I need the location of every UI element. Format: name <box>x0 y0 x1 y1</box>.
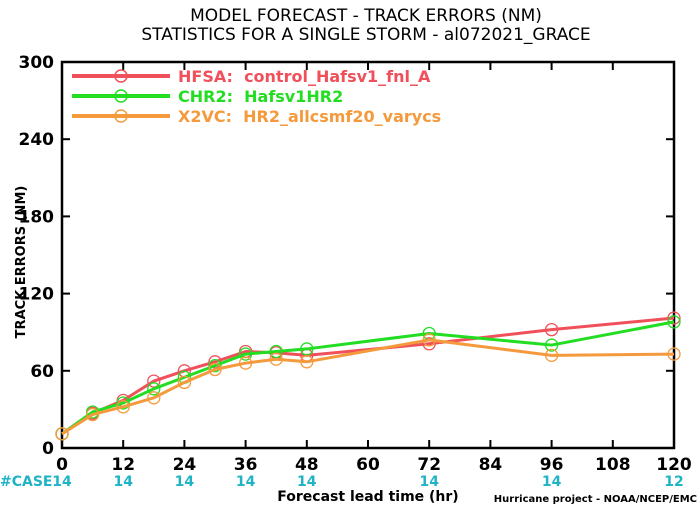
case-count: 14 <box>175 474 195 490</box>
series-2 <box>55 315 681 441</box>
data-point <box>544 338 559 352</box>
data-point <box>300 355 314 369</box>
data-point <box>667 347 681 361</box>
data-point <box>208 362 222 377</box>
credit-text: Hurricane project - NOAA/NCEP/EMC <box>494 494 697 505</box>
data-point <box>422 337 436 351</box>
data-point <box>177 375 192 390</box>
series-3 <box>55 333 681 441</box>
legend-marker <box>114 109 128 123</box>
data-point <box>269 344 283 359</box>
data-point <box>116 396 130 410</box>
case-count: 14 <box>236 474 256 490</box>
x-tick-label: 24 <box>173 455 197 475</box>
data-point <box>667 315 681 329</box>
case-count: 12 <box>664 474 683 490</box>
case-count: 14 <box>52 474 72 490</box>
legend-marker <box>114 89 128 103</box>
x-tick-label: 84 <box>479 455 503 475</box>
case-count: 14 <box>297 474 317 490</box>
y-tick-label: 120 <box>19 285 55 305</box>
x-tick-label: 60 <box>356 455 380 475</box>
y-tick-label: 300 <box>19 53 55 73</box>
series-line <box>61 320 675 436</box>
x-tick-label: 120 <box>656 455 692 475</box>
x-tick-label: 12 <box>111 455 135 475</box>
x-tick-label: 108 <box>595 455 631 475</box>
series-line <box>61 316 675 436</box>
y-axis-label: TRACK ERRORS (NM) <box>14 186 29 339</box>
x-tick-label: 48 <box>295 455 319 475</box>
y-ticks: 0 60 120 180 240 300 <box>19 53 674 459</box>
x-axis-label: Forecast lead time (hr) <box>277 489 458 505</box>
case-count: 14 <box>113 474 133 490</box>
x-tick-label: 96 <box>540 455 564 475</box>
series-line <box>61 338 675 436</box>
y-tick-label: 0 <box>42 439 54 459</box>
x-tick-label: 36 <box>234 455 258 475</box>
case-count: 14 <box>542 474 562 490</box>
chart-title: MODEL FORECAST - TRACK ERRORS (NM) <box>190 6 542 26</box>
case-label: #CASE <box>0 474 53 490</box>
data-point <box>544 322 559 337</box>
data-point <box>55 427 69 441</box>
data-point <box>147 382 161 396</box>
chart-subtitle: STATISTICS FOR A SINGLE STORM - al072021… <box>141 25 590 45</box>
series-1 <box>55 311 681 441</box>
data-point <box>544 348 559 363</box>
case-count: 14 <box>419 474 439 490</box>
legend-marker <box>114 69 128 83</box>
data-point <box>422 333 436 347</box>
data-point <box>238 347 253 361</box>
legend-label: X2VC: HR2_allcsmf20_varycs <box>178 107 441 126</box>
data-point <box>208 359 222 373</box>
data-point <box>238 356 253 370</box>
y-tick-label: 180 <box>19 207 55 227</box>
x-ticks: 0 12 24 36 48 60 72 84 96 108 120 <box>56 62 692 475</box>
x-tick-label: 72 <box>417 455 441 475</box>
data-point <box>667 311 681 325</box>
x-tick-label: 0 <box>56 455 68 475</box>
data-point <box>269 352 283 366</box>
legend-label: HFSA: control_Hafsv1_fnl_A <box>178 67 431 86</box>
series-group <box>55 311 681 441</box>
case-row: #CASE 14 14 14 14 14 14 14 12 <box>0 474 684 490</box>
data-point <box>116 400 130 414</box>
y-tick-label: 60 <box>30 362 54 382</box>
y-tick-label: 240 <box>19 130 55 150</box>
data-point <box>147 391 161 405</box>
legend-label: CHR2: Hafsv1HR2 <box>178 87 343 106</box>
data-point <box>85 407 100 422</box>
data-point <box>147 374 161 388</box>
data-point <box>300 342 314 356</box>
